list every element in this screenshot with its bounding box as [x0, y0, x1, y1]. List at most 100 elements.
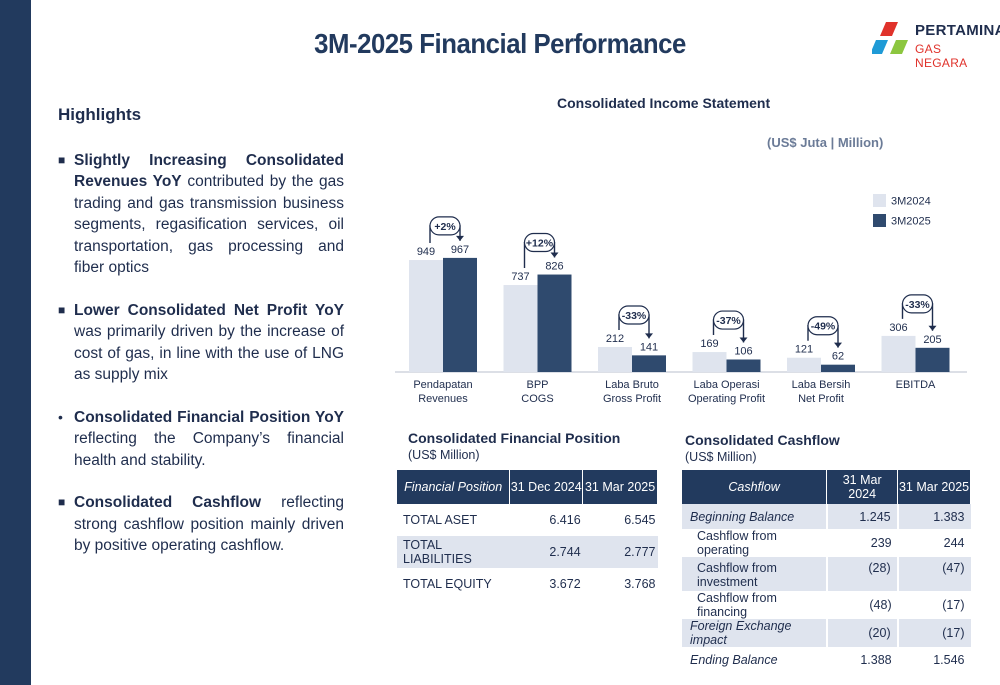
- bar-3m2025: [537, 274, 572, 372]
- change-badge: [901, 294, 934, 314]
- financial-position-table: Financial Position 31 Dec 2024 31 Mar 20…: [397, 470, 658, 600]
- data-label-3m2025: 141: [640, 341, 658, 353]
- category-label: Operating Profit: [688, 393, 765, 405]
- table-row: Foreign Exchange impact (20) (17): [682, 619, 971, 647]
- table-row: Cashflow from financing (48) (17): [682, 591, 971, 619]
- arrow-down-icon: [834, 342, 842, 348]
- highlight-text: reflecting strong cashflow position main…: [74, 494, 345, 554]
- category-label: Pendapatan: [413, 379, 472, 391]
- highlight-text: reflecting the Company’s financial healt…: [74, 430, 344, 469]
- square-bullet-icon: ■: [58, 302, 66, 317]
- row-value: 1.388: [860, 652, 892, 667]
- legend-label: 3M2024: [891, 196, 931, 208]
- bar-3m2024: [503, 285, 538, 372]
- highlight-bold: Consolidated Financial Position YoY: [74, 408, 344, 426]
- income-statement-chart: 949 967 +2% Pendapatan Revenues 737 826 +12% BPP…: [395, 194, 967, 405]
- change-badge-label: +2%: [434, 221, 456, 233]
- highlight-item: • Consolidated Financial Position YoY re…: [58, 407, 344, 472]
- row-value: 6.545: [624, 513, 656, 527]
- table-row: TOTAL LIABILITIES 2.744 2.777: [397, 536, 658, 569]
- change-badge-label: -37%: [716, 315, 741, 327]
- change-badge-label: -49%: [811, 321, 836, 333]
- data-label-3m2024: 121: [795, 344, 813, 356]
- highlight-bold: Lower Consolidated Net Profit YoY: [74, 301, 344, 319]
- square-bullet-icon: ■: [58, 152, 66, 167]
- chart-title: Consolidated Income Statement: [557, 95, 771, 111]
- change-badge: [523, 232, 556, 253]
- data-label-3m2025: 967: [451, 244, 469, 256]
- table-row: Beginning Balance 1.245 1.383: [682, 504, 971, 529]
- data-label-3m2024: 737: [511, 271, 529, 283]
- row-value: 2.744: [509, 536, 583, 569]
- page-title: 3M-2025 Financial Performance: [314, 28, 686, 59]
- change-badge-label: +12%: [526, 238, 554, 250]
- row-value: 3.672: [549, 577, 581, 592]
- row-label: Cashflow from investment: [682, 557, 827, 591]
- row-label: Ending Balance: [690, 652, 778, 667]
- data-label-3m2024: 306: [889, 322, 907, 334]
- row-value: 1.245: [825, 504, 898, 529]
- data-label-3m2024: 169: [700, 338, 718, 350]
- table-row: TOTAL ASET 6.416 6.545: [397, 504, 658, 536]
- bar-3m2024: [409, 260, 443, 372]
- row-value: (17): [896, 619, 971, 647]
- change-badge: [429, 216, 461, 236]
- row-value: 6.416: [549, 513, 581, 527]
- bar-3m2025: [915, 347, 950, 372]
- row-label: Cashflow from financing: [697, 591, 777, 619]
- row-label: TOTAL ASET: [403, 513, 478, 527]
- table-row: TOTAL EQUITY 3.672 3.768: [397, 568, 658, 600]
- row-value: (20): [825, 619, 898, 647]
- arrow-down-icon: [645, 333, 653, 339]
- category-label: Gross Profit: [603, 393, 661, 405]
- change-badge-label: -33%: [622, 310, 647, 322]
- category-label: Net Profit: [798, 393, 844, 405]
- highlight-text: was primarily driven by the increase of …: [74, 323, 344, 383]
- data-label-3m2024: 212: [606, 333, 624, 345]
- bar-3m2025: [726, 359, 761, 372]
- legend-swatch: [873, 214, 886, 227]
- change-badge: [712, 310, 745, 330]
- row-value: 3.768: [624, 577, 656, 592]
- row-value: 1.546: [933, 652, 965, 667]
- highlights-panel: Highlights ■ Slightly Increasing Consoli…: [58, 104, 344, 578]
- table-header-cell: 31 Dec 2024: [509, 470, 584, 504]
- bar-3m2025: [632, 355, 666, 372]
- data-label-3m2025: 826: [545, 261, 563, 273]
- highlight-item: ■ Lower Consolidated Net Profit YoY was …: [58, 300, 344, 386]
- highlight-item: ■ Slightly Increasing Consolidated Reven…: [58, 150, 344, 279]
- table-header-row: Financial Position 31 Dec 2024 31 Mar 20…: [397, 470, 658, 504]
- arrow-down-icon: [739, 337, 748, 343]
- table-header-cell: Cashflow: [682, 470, 828, 504]
- highlight-bold: Consolidated Cashflow: [74, 494, 262, 511]
- row-value: 1.383: [896, 504, 971, 529]
- row-value: (28): [825, 557, 898, 591]
- bar-3m2025: [443, 257, 477, 372]
- change-badge: [618, 305, 650, 325]
- bar-3m2024: [598, 346, 632, 372]
- table-row: Ending Balance 1.388 1.546: [682, 647, 971, 672]
- arrow-down-icon: [928, 325, 937, 331]
- category-label: BPP: [526, 379, 548, 391]
- arrow-down-icon: [550, 252, 559, 258]
- company-logo: PERTAMINA GAS NEGARA: [872, 14, 1000, 70]
- data-label-3m2025: 205: [923, 334, 941, 346]
- category-label: Laba Bruto: [605, 379, 659, 391]
- bar-3m2024: [692, 352, 727, 372]
- row-value: 239: [870, 536, 892, 550]
- pertamina-logo-icon: [872, 22, 908, 54]
- row-value: (48): [869, 598, 892, 612]
- highlights-heading: Highlights: [58, 105, 142, 124]
- highlight-item: ■ Consolidated Cashflow reflecting stron…: [58, 492, 344, 557]
- row-value: 244: [943, 536, 965, 550]
- round-bullet-icon: •: [58, 408, 63, 425]
- arrow-down-icon: [456, 235, 464, 241]
- category-label: EBITDA: [896, 379, 936, 391]
- legend-label: 3M2025: [891, 216, 931, 228]
- chart-unit-label: (US$ Juta | Million): [767, 135, 884, 150]
- category-label: Laba Operasi: [693, 379, 759, 391]
- cashflow-title: Consolidated Cashflow: [685, 432, 840, 448]
- financial-position-unit: (US$ Million): [408, 448, 480, 462]
- bar-3m2024: [881, 335, 916, 372]
- highlight-bold: Slightly Increasing Consolidated Revenue…: [74, 151, 344, 191]
